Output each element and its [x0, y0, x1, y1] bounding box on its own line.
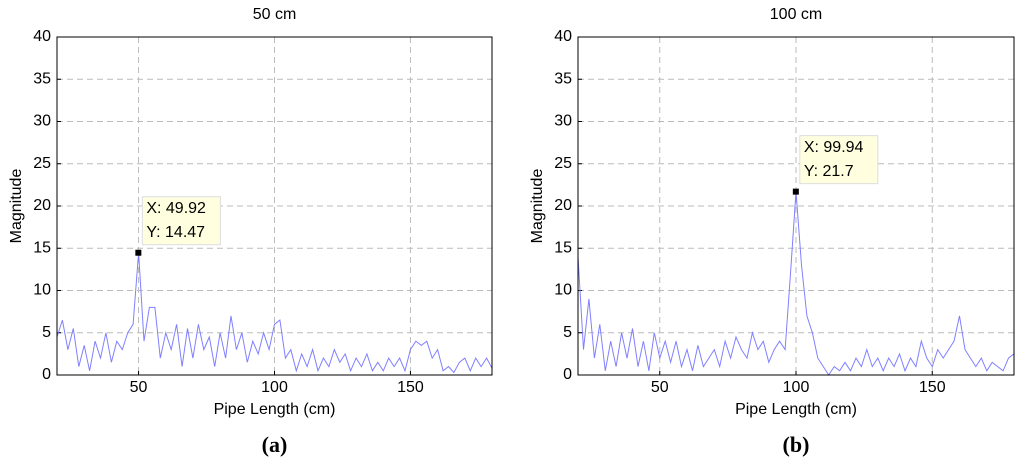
caption: (a) — [262, 432, 288, 457]
x-tick-label: 100 — [261, 379, 288, 396]
x-tick-label: 100 — [783, 379, 810, 396]
y-tick-label: 30 — [33, 113, 51, 130]
y-tick-label: 35 — [33, 70, 51, 87]
caption: (b) — [783, 432, 810, 457]
chart-title: 100 cm — [770, 6, 822, 23]
y-tick-label: 30 — [554, 113, 572, 130]
y-tick-label: 20 — [554, 197, 572, 214]
y-tick-label: 10 — [554, 282, 572, 299]
datatip-text: Y: 14.47 — [146, 224, 205, 241]
y-tick-label: 5 — [563, 324, 572, 341]
y-tick-label: 15 — [554, 239, 572, 256]
y-tick-label: 35 — [554, 70, 572, 87]
y-tick-label: 5 — [42, 324, 51, 341]
datatip-box — [799, 135, 879, 185]
x-tick-label: 150 — [397, 379, 424, 396]
y-tick-label: 0 — [42, 366, 51, 383]
y-tick-label: 15 — [33, 239, 51, 256]
datatip-text: X: 99.94 — [804, 139, 864, 156]
y-tick-label: 40 — [33, 28, 51, 45]
datatip-marker — [135, 249, 142, 256]
datatip-box — [141, 196, 221, 246]
y-axis-label: Magnitude — [529, 169, 546, 244]
axes-box — [577, 36, 1015, 376]
y-tick-label: 25 — [554, 155, 572, 172]
x-axis-label: Pipe Length (cm) — [214, 401, 336, 418]
x-tick-label: 50 — [651, 379, 669, 396]
y-tick-label: 10 — [33, 282, 51, 299]
y-tick-label: 25 — [33, 155, 51, 172]
x-tick-label: 150 — [919, 379, 946, 396]
y-tick-label: 0 — [563, 366, 572, 383]
datatip-marker — [792, 188, 799, 195]
chart-title: 50 cm — [253, 6, 297, 23]
y-tick-label: 20 — [33, 197, 51, 214]
datatip-text: Y: 21.7 — [804, 163, 854, 180]
x-axis-label: Pipe Length (cm) — [735, 401, 857, 418]
x-tick-label: 50 — [130, 379, 148, 396]
y-axis-label: Magnitude — [8, 169, 25, 244]
y-tick-label: 40 — [554, 28, 572, 45]
axes-box — [56, 36, 493, 376]
datatip-text: X: 49.92 — [146, 200, 206, 217]
data-line — [56, 252, 493, 374]
